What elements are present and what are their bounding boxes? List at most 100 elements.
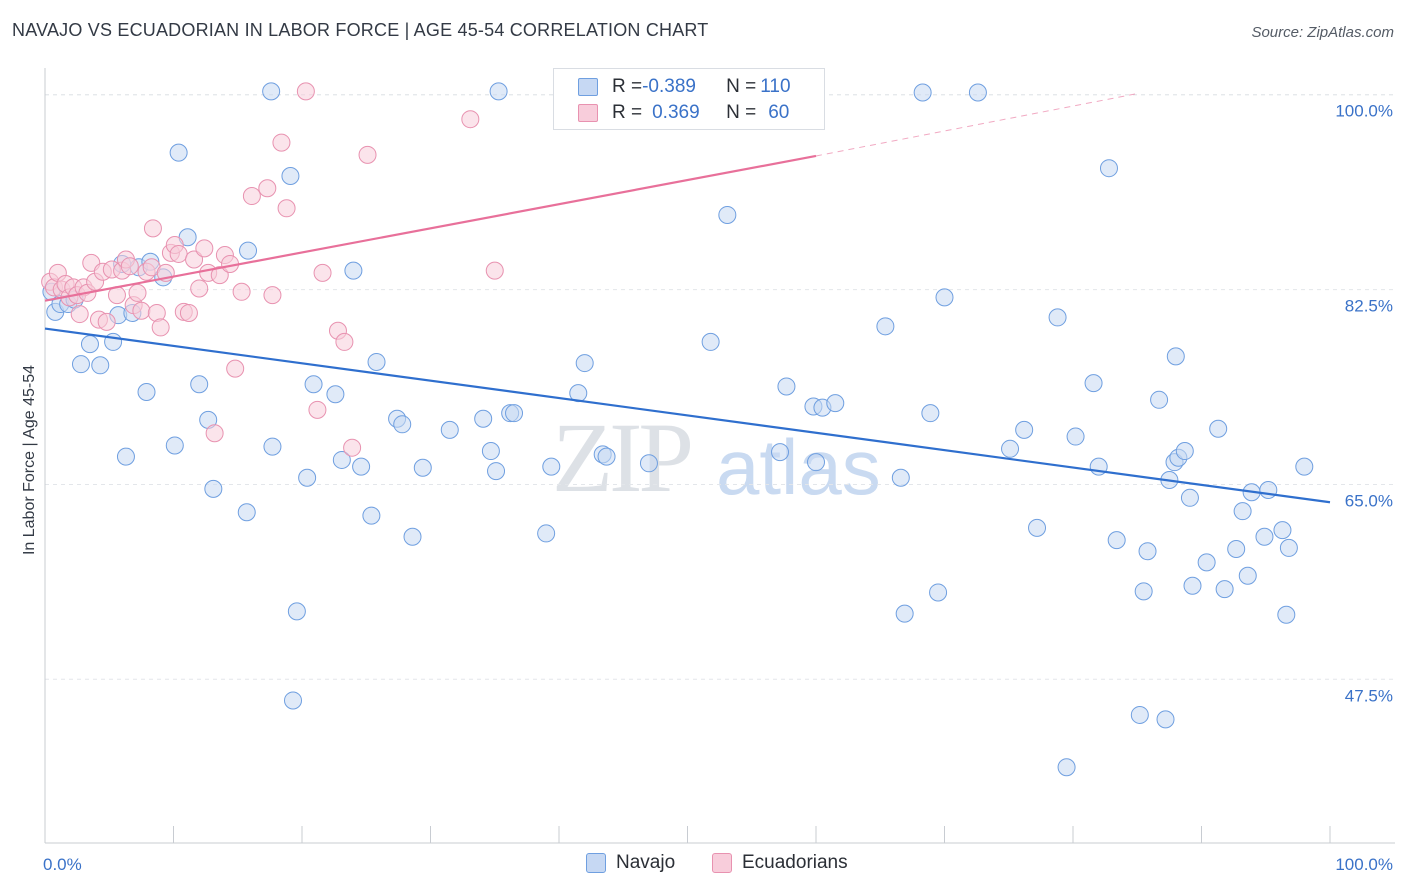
- navajo-point: [481, 442, 500, 461]
- navajo-point: [1134, 582, 1153, 601]
- ecuadorian-point: [232, 282, 251, 301]
- trend-lines: [44, 93, 1331, 504]
- axes: [44, 68, 1395, 844]
- navajo-point: [1166, 347, 1185, 366]
- navajo-point: [968, 83, 987, 102]
- navajo-point: [1183, 576, 1202, 595]
- navajo-point: [332, 450, 351, 469]
- ecuadorian-point: [308, 400, 327, 419]
- navajo-point: [1028, 518, 1047, 537]
- ecuadorian-point: [128, 283, 147, 302]
- x-tick-label: 0.0%: [43, 855, 82, 874]
- navajo-point: [91, 356, 110, 375]
- navajo-point: [239, 241, 258, 260]
- navajo-point: [190, 375, 209, 394]
- ecuadorian-point: [358, 145, 377, 164]
- r-label: R =: [612, 76, 643, 97]
- ecuadorian-point: [277, 199, 296, 218]
- navajo-point: [1295, 457, 1314, 476]
- navajo-point: [1209, 419, 1228, 438]
- ecuadorian-point: [169, 244, 188, 263]
- y-tick-label: 65.0%: [1345, 491, 1393, 510]
- navajo-point: [204, 479, 223, 498]
- legend-row-ecuadorians: R = 0.369 N = 60: [578, 100, 789, 126]
- navajo-point: [1273, 521, 1292, 540]
- navajo-point: [1255, 527, 1274, 546]
- n-label: N =: [726, 102, 757, 123]
- data-points: [41, 82, 1314, 777]
- series-legend: Navajo Ecuadorians: [0, 852, 1406, 878]
- ecuadorian-point: [195, 239, 214, 258]
- navajo-point: [137, 383, 156, 402]
- r-value: 0.369: [652, 102, 700, 123]
- navajo-point: [701, 332, 720, 351]
- navajo-point: [1197, 553, 1216, 572]
- navajo-point: [826, 394, 845, 413]
- ecuadorian-point: [343, 438, 362, 457]
- ecuadorian-point: [132, 301, 151, 320]
- navajo-point: [891, 468, 910, 487]
- ecuadorian-point: [205, 424, 224, 443]
- navajo-point: [116, 447, 135, 466]
- navajo-point: [1001, 439, 1020, 458]
- navajo-point: [413, 458, 432, 477]
- legend-row-navajo: R = -0.389 N = 110: [578, 74, 791, 100]
- ecuadorian-point: [272, 133, 291, 152]
- navajo-point: [1066, 427, 1085, 446]
- navajo-point: [1015, 420, 1034, 439]
- navajo-point: [921, 404, 940, 423]
- ecuadorian-point: [485, 261, 504, 280]
- ecuadorian-point: [242, 187, 261, 206]
- navajo-trend-line: [44, 327, 1331, 504]
- legend-label-navajo: Navajo: [616, 852, 676, 873]
- navajo-point: [542, 457, 561, 476]
- navajo-point: [71, 355, 90, 374]
- ecuadorian-point: [461, 110, 480, 129]
- navajo-point: [487, 462, 506, 481]
- ecuadorian-point: [143, 219, 162, 238]
- navajo-point: [597, 447, 616, 466]
- navajo-point: [474, 409, 493, 428]
- ecuadorian-point: [120, 257, 139, 276]
- n-label: N =: [726, 76, 757, 97]
- navajo-point: [281, 166, 300, 185]
- navajo-point: [935, 288, 954, 307]
- navajo-point: [1180, 488, 1199, 507]
- navajo-point: [304, 375, 323, 394]
- navajo-point: [1227, 540, 1246, 559]
- navajo-point: [1107, 531, 1126, 550]
- navajo-point: [1130, 705, 1149, 724]
- x-tick-label: 100.0%: [1335, 855, 1393, 874]
- navajo-point: [1084, 374, 1103, 393]
- ecuadorian-point: [226, 359, 245, 378]
- navajo-point: [169, 143, 188, 162]
- navajo-point: [262, 82, 281, 101]
- navajo-point: [1138, 542, 1157, 561]
- ecuadorian-point: [70, 305, 89, 324]
- ecuadorian-point: [210, 266, 229, 285]
- navajo-point: [1048, 308, 1067, 327]
- navajo-point: [489, 82, 508, 101]
- navajo-point: [1279, 538, 1298, 557]
- navajo-point: [575, 354, 594, 373]
- navajo-point: [1175, 442, 1194, 461]
- r-label: R =: [612, 102, 643, 123]
- navajo-point: [895, 604, 914, 623]
- navajo-point: [807, 453, 825, 472]
- legend-swatch-ecuadorians: [578, 104, 598, 122]
- navajo-point: [440, 420, 459, 439]
- navajo-point: [287, 602, 306, 621]
- navajo-point: [284, 691, 303, 710]
- navajo-point: [771, 443, 790, 462]
- y-tick-label: 82.5%: [1345, 297, 1393, 316]
- navajo-point: [165, 436, 184, 455]
- navajo-point: [263, 437, 282, 456]
- navajo-point: [1057, 758, 1076, 777]
- legend-swatch-ecuadorians: [712, 853, 732, 873]
- ecuadorian-point: [185, 250, 204, 269]
- ecuadorian-trend-extension: [815, 93, 1138, 157]
- ecuadorian-point: [263, 286, 282, 305]
- navajo-point: [237, 503, 256, 522]
- ecuadorian-point: [179, 303, 198, 322]
- navajo-point: [352, 457, 371, 476]
